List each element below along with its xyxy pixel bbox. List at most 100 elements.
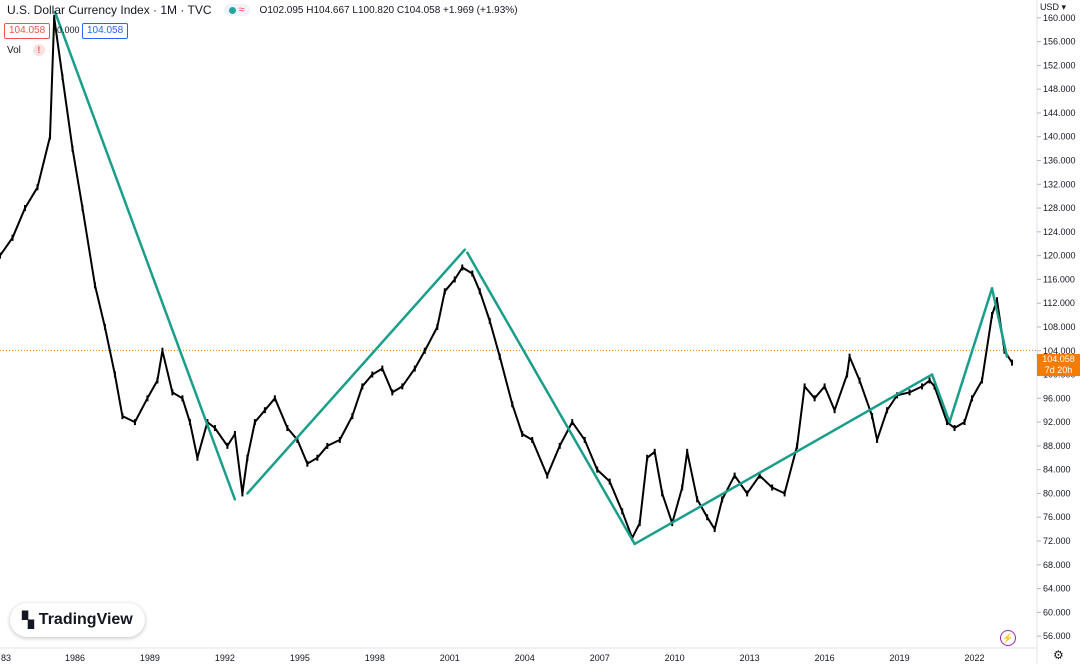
- price-bar: [53, 14, 56, 21]
- currency-label: USD: [1039, 2, 1059, 12]
- chevron-down-icon: ▾: [1061, 2, 1066, 12]
- price-bar: [971, 395, 974, 402]
- lightning-icon[interactable]: ⚡: [1000, 630, 1016, 646]
- price-bar: [596, 466, 599, 473]
- x-tick-label: 1992: [215, 653, 235, 663]
- price-bar: [981, 377, 984, 384]
- price-series-line: [0, 16, 1013, 539]
- currency-selector[interactable]: USD ▾: [1040, 2, 1066, 13]
- y-tick-label: 156.000: [1043, 37, 1076, 47]
- price-bar: [471, 270, 474, 277]
- y-tick-label: 140.000: [1043, 132, 1076, 142]
- trend-line[interactable]: [948, 287, 994, 424]
- price-bar: [316, 454, 319, 461]
- gear-icon[interactable]: ⚙: [1053, 648, 1064, 662]
- price-bar: [81, 205, 84, 212]
- trend-line[interactable]: [633, 373, 934, 546]
- tradingview-logo[interactable]: ▚ TradingView: [10, 603, 145, 637]
- y-tick-label: 132.000: [1043, 179, 1076, 189]
- price-bar: [181, 395, 184, 402]
- price-bar: [453, 276, 456, 283]
- x-tick-label: 2010: [665, 653, 685, 663]
- trend-line[interactable]: [990, 287, 1009, 358]
- price-bar: [571, 419, 574, 426]
- price-bar: [246, 454, 249, 461]
- price-bar: [71, 145, 74, 152]
- price-bar: [443, 288, 446, 295]
- price-bar: [461, 264, 464, 271]
- price-bar: [558, 442, 561, 449]
- price-bar: [758, 472, 761, 479]
- price-bar: [858, 377, 861, 384]
- price-bar: [226, 442, 229, 449]
- price-bar: [161, 347, 164, 354]
- price-bar: [196, 454, 199, 461]
- price-bar: [371, 371, 374, 378]
- price-bar: [296, 436, 299, 443]
- price-bar: [876, 436, 879, 443]
- price-bar: [436, 323, 439, 330]
- zero-label: 0.000: [57, 25, 80, 35]
- price-bar: [608, 478, 611, 485]
- price-bar: [638, 520, 641, 527]
- x-tick-label: 2004: [515, 653, 535, 663]
- price-bar: [326, 442, 329, 449]
- x-tick-label: 2013: [740, 653, 760, 663]
- price-bar: [696, 496, 699, 503]
- price-bar: [946, 419, 949, 426]
- price-bar: [531, 436, 534, 443]
- price-bar: [23, 205, 26, 212]
- price-bar: [933, 383, 936, 390]
- price-bar: [721, 496, 724, 503]
- price-bar: [953, 425, 956, 432]
- price-bar: [213, 425, 216, 432]
- price-bar: [783, 490, 786, 497]
- price-bar: [338, 436, 341, 443]
- price-bar: [478, 288, 481, 295]
- price-bar: [361, 383, 364, 390]
- price-bar: [686, 448, 689, 455]
- tradingview-mark-icon: ▚: [22, 612, 34, 629]
- y-tick-label: 148.000: [1043, 84, 1076, 94]
- price-bar: [921, 383, 924, 390]
- trend-line[interactable]: [246, 248, 467, 495]
- price-bar: [771, 484, 774, 491]
- trend-line[interactable]: [466, 251, 636, 546]
- chart-header: U.S. Dollar Currency Index · 1M · TVC ≈ …: [7, 3, 518, 17]
- price-bar: [133, 419, 136, 426]
- warning-icon[interactable]: !: [32, 44, 45, 56]
- y-tick-label: 80.000: [1043, 488, 1071, 498]
- price-bar: [113, 371, 116, 378]
- market-open-dot-icon: [228, 6, 236, 14]
- status-indicators[interactable]: ≈: [223, 4, 250, 16]
- price-bar: [146, 395, 149, 402]
- trend-line[interactable]: [930, 373, 951, 424]
- symbol-title[interactable]: U.S. Dollar Currency Index · 1M · TVC: [7, 3, 212, 17]
- price-bar: [241, 490, 244, 497]
- y-tick-label: 68.000: [1043, 560, 1071, 570]
- price-bar: [646, 454, 649, 461]
- price-bar: [286, 425, 289, 432]
- price-bar: [511, 401, 514, 408]
- price-bar: [813, 395, 816, 402]
- price-bar: [908, 389, 911, 396]
- x-tick-label: 1998: [365, 653, 385, 663]
- x-tick-label: 1995: [290, 653, 310, 663]
- bar-countdown: 7d 20h: [1044, 365, 1073, 375]
- price-bar: [713, 526, 716, 533]
- trend-line[interactable]: [53, 10, 237, 501]
- y-tick-label: 144.000: [1043, 108, 1076, 118]
- price-bar: [991, 312, 994, 319]
- y-tick-label: 96.000: [1043, 393, 1071, 403]
- x-tick-label: 1986: [65, 653, 85, 663]
- price-bar: [263, 407, 266, 414]
- y-tick-label: 104.000: [1043, 346, 1076, 356]
- y-tick-label: 108.000: [1043, 322, 1076, 332]
- price-bar: [0, 252, 1, 259]
- data-problem-icon: ≈: [238, 4, 245, 16]
- y-tick-label: 64.000: [1043, 584, 1071, 594]
- price-bar: [488, 318, 491, 325]
- volume-legend[interactable]: Vol !: [7, 44, 45, 56]
- price-bar: [423, 347, 426, 354]
